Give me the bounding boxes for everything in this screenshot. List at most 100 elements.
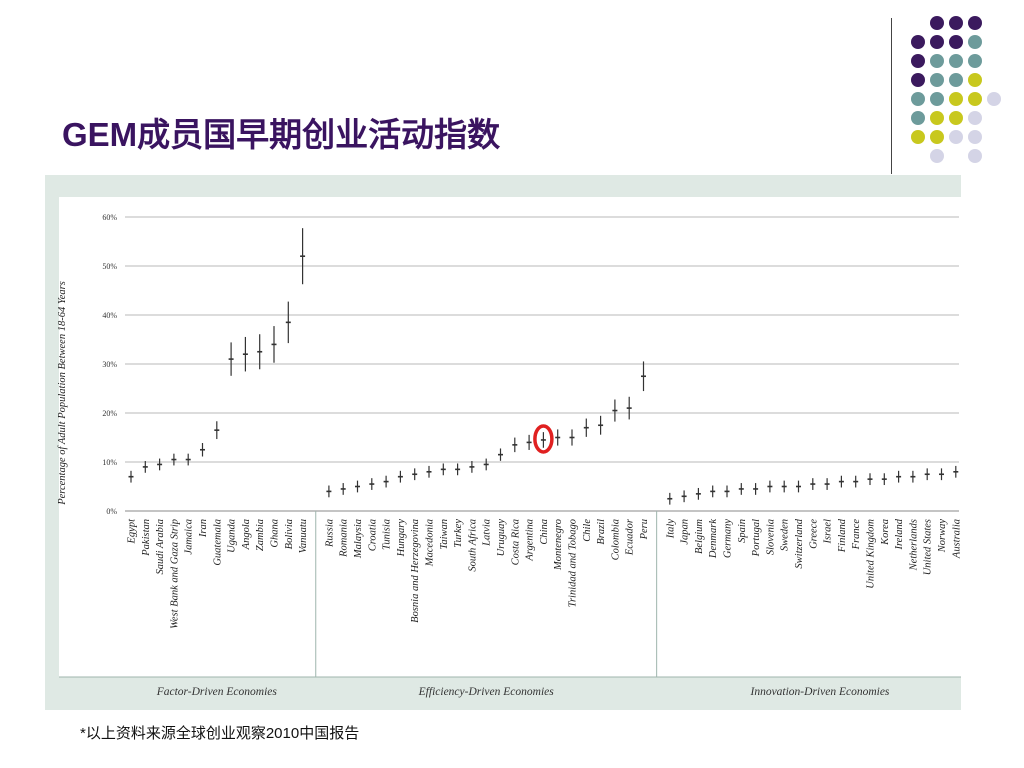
x-tick-label: Japan <box>680 519 691 545</box>
decor-dot <box>930 130 944 144</box>
x-tick-label: Israel <box>823 519 834 545</box>
x-tick-label: Ghana <box>270 519 281 548</box>
x-tick-label: Slovenia <box>765 519 776 555</box>
x-tick-label: Bosnia and Herzegovina <box>410 519 421 623</box>
decor-dot <box>968 35 982 49</box>
x-tick-label: Angola <box>241 519 252 550</box>
x-tick-label: Colombia <box>610 519 621 560</box>
y-tick-label: 0% <box>106 507 117 516</box>
decor-dot <box>911 130 925 144</box>
x-tick-label: Turkey <box>453 519 464 548</box>
x-tick-label: Trinidad and Tobago <box>568 519 579 607</box>
x-tick-label: Egypt <box>127 518 138 545</box>
x-tick-label: Chile <box>582 519 593 542</box>
source-footnote: *以上资料来源全球创业观察2010中国报告 <box>80 725 360 742</box>
x-tick-label: Montenegro <box>553 519 564 571</box>
x-tick-label: United States <box>923 519 934 575</box>
x-tick-label: South Africa <box>467 519 478 572</box>
decor-dot <box>949 54 963 68</box>
title-divider-line <box>891 18 892 174</box>
decor-dot <box>930 35 944 49</box>
y-tick-label: 60% <box>102 213 117 222</box>
slide-title: GEM成员国早期创业活动指数 <box>62 116 501 153</box>
x-tick-label: Uganda <box>227 519 238 553</box>
x-tick-label: Jamaica <box>184 519 195 555</box>
decor-dot <box>930 111 944 125</box>
x-tick-label: Brazil <box>596 519 607 545</box>
tea-chart: 60% 50% 40% 30% 20% 10% 0% Percentage of Adult… <box>45 175 977 710</box>
x-tick-label: West Bank and Gaza Strip <box>169 519 180 629</box>
chart-container: 60% 50% 40% 30% 20% 10% 0% Percentage of Adult… <box>45 175 977 710</box>
x-tick-label: China <box>539 519 550 545</box>
x-tick-label: Tunisia <box>382 519 393 550</box>
y-tick-label: 40% <box>102 311 117 320</box>
decor-dot <box>911 35 925 49</box>
decor-dot <box>911 111 925 125</box>
x-tick-label: Taiwan <box>439 519 450 550</box>
decor-dot <box>949 92 963 106</box>
decor-dot <box>949 16 963 30</box>
y-tick-label: 20% <box>102 409 117 418</box>
x-tick-label: Denmark <box>708 519 719 559</box>
x-tick-label: Pakistan <box>141 519 152 557</box>
decor-dot <box>968 111 982 125</box>
x-tick-label: Norway <box>937 519 948 554</box>
decor-dot <box>930 16 944 30</box>
x-tick-label: Ireland <box>894 518 905 550</box>
x-tick-label: Peru <box>639 519 650 540</box>
x-tick-label: Spain <box>737 519 748 543</box>
x-tick-label: Romania <box>339 519 350 558</box>
x-tick-label: Croatia <box>367 519 378 551</box>
x-tick-label: Greece <box>808 519 819 549</box>
x-tick-label: Italy <box>665 519 676 540</box>
decor-dot <box>930 149 944 163</box>
decor-dot <box>930 92 944 106</box>
x-tick-label: Ecuador <box>625 518 636 556</box>
x-tick-label: Bolivia <box>284 519 295 549</box>
x-tick-label: Russia <box>324 519 335 548</box>
x-tick-label: Vanuatu <box>298 519 309 553</box>
x-tick-label: Saudi Arabia <box>155 519 166 575</box>
decor-dot <box>911 54 925 68</box>
x-tick-label: Macedonia <box>425 519 436 567</box>
x-tick-label: United Kingdom <box>866 519 877 589</box>
decor-dot <box>949 130 963 144</box>
x-tick-label: Latvia <box>482 519 493 547</box>
decor-dot <box>930 73 944 87</box>
y-tick-label: 30% <box>102 360 117 369</box>
x-tick-label: Guatemala <box>212 519 223 566</box>
decor-dot <box>949 35 963 49</box>
x-tick-label: Hungary <box>396 519 407 558</box>
decor-dot <box>968 130 982 144</box>
x-tick-label: Switzerland <box>794 518 805 568</box>
decor-dot <box>949 73 963 87</box>
decor-dot <box>911 92 925 106</box>
x-tick-label: Belgium <box>694 519 705 554</box>
x-tick-label: Netherlands <box>908 519 919 571</box>
x-tick-label: Iran <box>198 519 209 538</box>
x-tick-label: Sweden <box>780 519 791 551</box>
group-label: Efficiency-Driven Economies <box>418 686 555 698</box>
decor-dot <box>968 149 982 163</box>
y-tick-label: 10% <box>102 458 117 467</box>
x-tick-label: Argentina <box>525 519 536 562</box>
x-tick-label: Malaysia <box>353 519 364 559</box>
decor-dot <box>949 111 963 125</box>
x-tick-label: Australia <box>951 519 961 559</box>
decor-dot <box>987 92 1001 106</box>
decor-dot <box>968 54 982 68</box>
group-label: Factor-Driven Economies <box>156 686 278 698</box>
decor-dot <box>930 54 944 68</box>
x-tick-label: Portugal <box>751 519 762 557</box>
y-tick-label: 50% <box>102 262 117 271</box>
x-tick-label: Korea <box>880 519 891 546</box>
plot-background <box>59 197 961 677</box>
decor-dot <box>911 73 925 87</box>
x-tick-label: France <box>851 519 862 551</box>
group-label: Innovation-Driven Economies <box>749 686 889 698</box>
x-tick-label: Costa Rica <box>510 519 521 565</box>
y-axis-label: Percentage of Adult Population Between 1… <box>57 281 68 506</box>
decor-dot <box>968 73 982 87</box>
x-tick-label: Uruguay <box>496 519 507 557</box>
decor-dot <box>968 92 982 106</box>
